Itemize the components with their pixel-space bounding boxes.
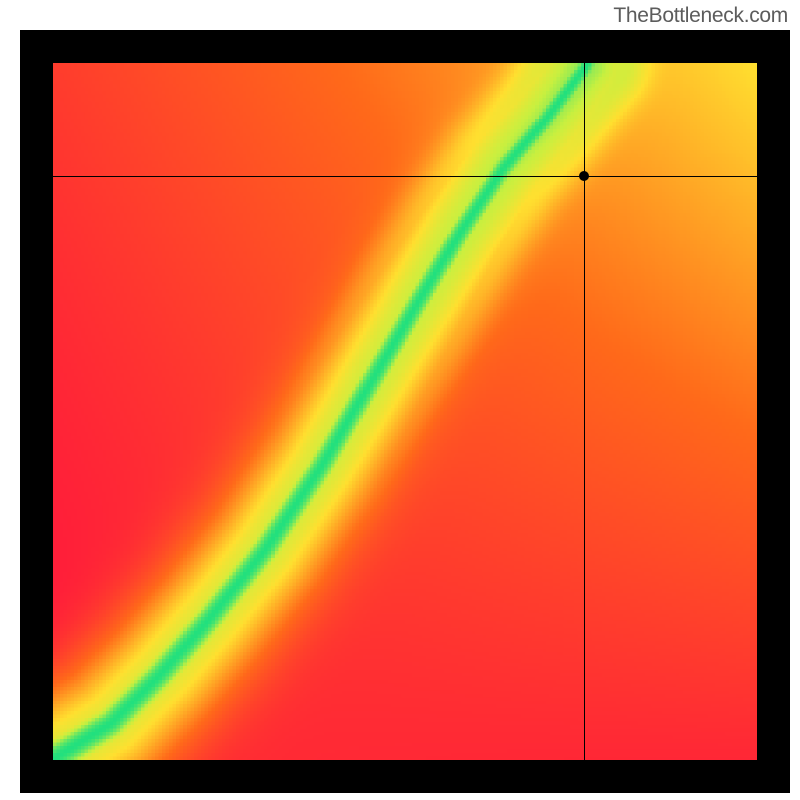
watermark-text: TheBottleneck.com	[613, 4, 788, 28]
crosshair-horizontal	[53, 176, 757, 177]
crosshair-marker	[579, 171, 589, 181]
crosshair-vertical	[584, 63, 585, 760]
chart-container: TheBottleneck.com	[0, 0, 800, 800]
heatmap-canvas	[53, 63, 757, 760]
